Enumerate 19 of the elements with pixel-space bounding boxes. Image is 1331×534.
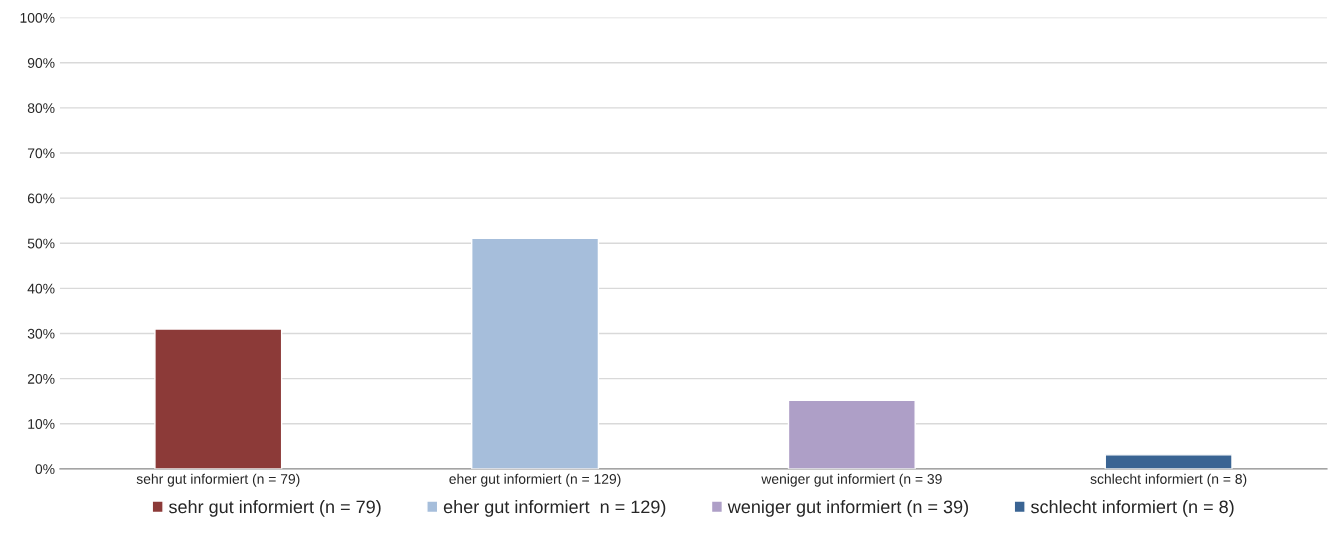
y-tick-label: 50% [27, 238, 55, 249]
y-tick-label: 0% [35, 464, 55, 475]
x-tick-label: weniger gut informiert (n = 39 [761, 473, 942, 487]
y-tick-label: 70% [27, 148, 55, 159]
y-tick-label: 30% [27, 328, 55, 339]
x-tick-label: eher gut informiert (n = 129) [449, 473, 621, 487]
x-tick-label: schlecht informiert (n = 8) [1090, 473, 1247, 487]
y-tick-label: 100% [20, 12, 55, 23]
legend-label: weniger gut informiert (n = 39) [727, 499, 968, 517]
legend-label: sehr gut informiert (n = 79) [168, 499, 381, 517]
y-tick-label: 10% [28, 419, 55, 429]
legend-label: schlecht informiert (n = 8) [1030, 499, 1234, 517]
y-tick-label: 60% [27, 193, 55, 204]
legend-label: eher gut informiert n = 129) [443, 499, 666, 517]
y-tick-label: 90% [27, 58, 55, 68]
x-tick-label: sehr gut informiert (n = 79) [136, 473, 300, 487]
y-tick-label: 80% [27, 103, 55, 114]
y-tick-label: 40% [27, 283, 55, 294]
y-tick-label: 20% [27, 373, 55, 384]
